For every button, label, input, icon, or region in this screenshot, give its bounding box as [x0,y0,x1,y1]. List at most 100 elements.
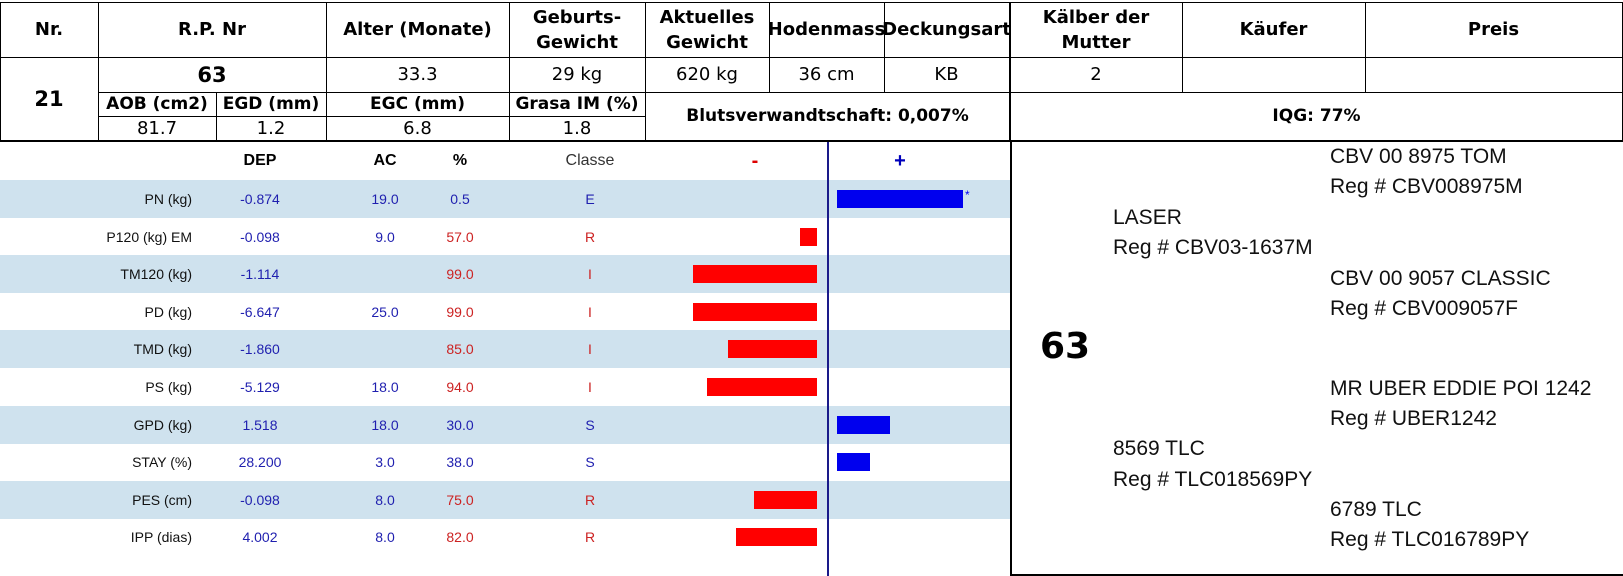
epd-row-dep: -0.098 [240,229,280,245]
animal-preis [1365,57,1622,92]
epd-row-ac: 3.0 [375,454,395,470]
pedigree-sire-name: LASER [1113,206,1182,229]
animal-aktuelles-gewicht: 620 kg [676,64,738,85]
carcass-egd-label: EGD (mm) [222,94,320,114]
header-kaeufer: Käufer [1239,19,1308,40]
epd-row-label: GPD (kg) [133,417,192,433]
epd-row-ac: 19.0 [371,191,399,207]
epd-row-label: STAY (%) [132,454,192,470]
epd-row-pct: 30.0 [446,417,474,433]
epd-row-classe: I [588,341,592,357]
epd-row-pct: 57.0 [446,229,474,245]
pedigree-dam-name: 8569 TLC [1113,437,1205,460]
epd-row-dep: 1.518 [242,417,278,433]
header-kaelber-line1: Kälber der [1042,6,1150,28]
epd-bar-minus [736,528,817,546]
header-geburtsgewicht-line2: Gewicht [536,31,618,53]
animal-kaeufer [1182,57,1365,92]
pedigree-animal: 63 [1040,326,1091,367]
epd-row-label: PS (kg) [145,379,192,395]
epd-bar-minus [693,303,817,321]
epd-row-label: IPP (dias) [130,529,192,545]
epd-row-dep: -1.114 [240,266,280,282]
epd-row-ac: 18.0 [371,379,399,395]
carcass-egc-value: 6.8 [403,117,432,139]
row-band [0,330,1010,368]
epd-bar-plus [837,416,890,434]
epd-bar-plus [837,190,963,208]
epd-row-label: TM120 (kg) [120,266,192,282]
epd-row-pct: 85.0 [446,341,474,357]
col-plus: + [894,149,906,172]
pedigree-sire-dam-name: CBV 00 9057 CLASSIC [1330,267,1551,290]
epd-row-ac: 9.0 [375,229,395,245]
blutsverwandtschaft: Blutsverwandtschaft: 0,007% [686,106,969,126]
header-kaelber: Kälber der Mutter [1010,2,1182,57]
row-band [0,255,1010,293]
animal-rp-nr: 63 [197,62,227,87]
epd-row-dep: -0.874 [240,191,280,207]
epd-bar-minus [728,340,817,358]
epd-bar-minus [800,228,817,246]
epd-row-classe: I [588,266,592,282]
epd-row-label: PN (kg) [144,191,192,207]
epd-row-classe: I [588,304,592,320]
epd-row-pct: 99.0 [446,266,474,282]
epd-row-pct: 38.0 [446,454,474,470]
zero-axis [827,142,829,576]
epd-row-classe: R [584,229,596,245]
pedigree-dam-reg: Reg # TLC018569PY [1113,468,1313,491]
epd-row-classe: E [585,191,595,207]
epd-row-classe: R [584,529,596,545]
epd-row-label: PD (kg) [144,304,192,320]
epd-row-pct: 75.0 [446,492,474,508]
epd-row-classe: S [585,417,595,433]
epd-row-ac: 8.0 [375,492,395,508]
carcass-aob-value: 81.7 [136,117,178,139]
epd-row-pct: 82.0 [446,529,474,545]
animal-hodenmass: 36 cm [798,64,855,85]
col-dep: DEP [243,152,277,169]
epd-row-pct: 0.5 [450,191,470,207]
animal-nr: 21 [34,86,64,111]
header-geburtsgewicht: Geburts- Gewicht [509,2,645,57]
pedigree-sire-sire-name: CBV 00 8975 TOM [1330,145,1507,168]
carcass-egd-value: 1.2 [256,117,286,139]
col-classe: Classe [565,152,615,169]
header-aktuelles-line1: Aktuelles [659,6,755,28]
epd-row-label: TMD (kg) [133,341,192,357]
epd-row-pct: 99.0 [446,304,474,320]
header-geburtsgewicht-line1: Geburts- [532,6,622,28]
epd-row-dep: -0.098 [240,492,280,508]
epd-row-ac [350,330,420,368]
col-minus: - [751,149,759,172]
pedigree-sire-sire-reg: Reg # CBV008975M [1330,175,1523,198]
pedigree-dam-dam-name: 6789 TLC [1330,498,1422,521]
header-hodenmass: Hodenmass [767,19,886,40]
epd-bar-mark: * [965,188,970,202]
header-aktuelles-gewicht: Aktuelles Gewicht [645,2,769,57]
pedigree-dam-dam-reg: Reg # TLC016789PY [1330,528,1530,551]
epd-row-ac: 25.0 [371,304,399,320]
epd-row-ac [350,255,420,293]
epd-bar-minus [707,378,817,396]
animal-alter: 33.3 [397,64,438,85]
epd-row-classe: R [584,492,596,508]
animal-deckungsart: KB [934,64,959,85]
epd-row-dep: 28.200 [238,454,282,470]
epd-row-label: PES (cm) [132,492,192,508]
header-aktuelles-line2: Gewicht [666,31,748,53]
epd-row-classe: I [588,379,592,395]
header-kaelber-line2: Mutter [1061,31,1131,53]
epd-bar-minus [754,491,817,509]
animal-kaelber: 2 [1090,64,1102,85]
header-alter: Alter (Monate) [343,19,492,40]
carcass-grasa-value: 1.8 [562,117,592,139]
carcass-aob-label: AOB (cm2) [106,94,208,114]
animal-geburtsgewicht: 29 kg [551,64,603,85]
header-preis: Preis [1467,19,1520,40]
carcass-grasa-label: Grasa IM (%) [515,94,639,114]
header-nr: Nr. [34,19,64,40]
epd-row-dep: 4.002 [242,529,278,545]
pedigree-dam-sire-name: MR UBER EDDIE POI 1242 [1330,377,1592,400]
